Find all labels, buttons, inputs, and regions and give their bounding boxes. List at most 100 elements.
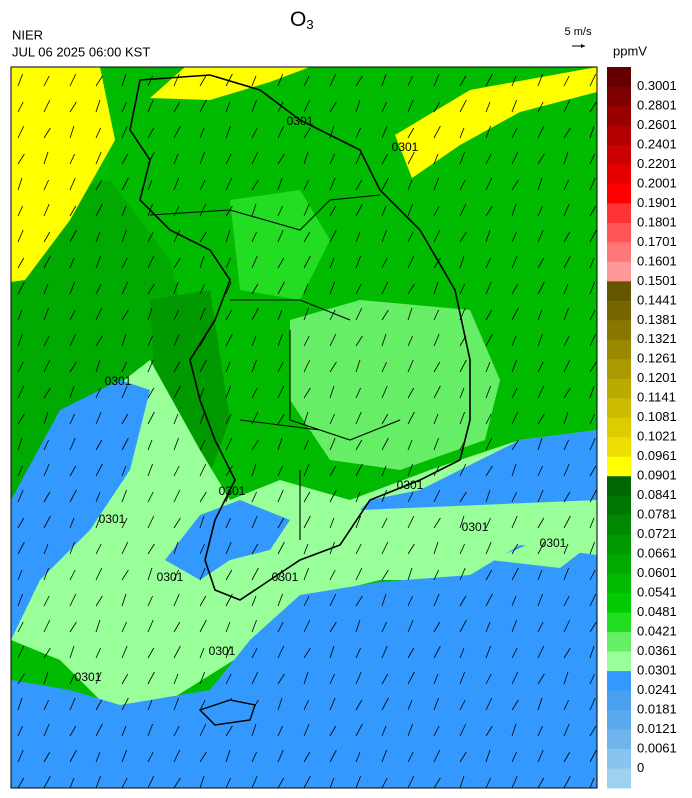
wind-arrow	[69, 281, 75, 295]
wind-arrow	[17, 673, 25, 685]
wind-arrow	[563, 775, 571, 788]
wind-arrow	[17, 205, 23, 217]
wind-arrow	[407, 647, 415, 659]
wind-arrow	[329, 229, 337, 243]
wind-arrow	[147, 775, 155, 788]
wind-arrow	[589, 101, 597, 113]
wind-arrow	[355, 283, 362, 295]
wind-arrow	[329, 385, 335, 399]
wind-arrow	[43, 723, 50, 737]
wind-arrow	[563, 307, 569, 321]
wind-arrow	[43, 203, 50, 217]
wind-arrow	[407, 515, 415, 529]
wind-arrow	[95, 775, 101, 788]
wind-arrow	[407, 335, 413, 347]
wind-arrow	[147, 359, 154, 373]
wind-arrow	[225, 541, 232, 555]
wind-arrow	[43, 231, 51, 243]
wind-arrow	[407, 255, 415, 269]
wind-arrow	[459, 699, 466, 711]
wind-arrow	[459, 723, 467, 737]
legend-swatch	[607, 749, 631, 770]
wind-arrow	[251, 231, 257, 243]
wind-arrow	[121, 257, 128, 269]
wind-arrow	[511, 411, 519, 425]
wind-arrow	[173, 465, 180, 477]
wind-arrow	[69, 489, 77, 503]
wind-arrow	[303, 283, 309, 295]
legend-swatch	[607, 281, 631, 302]
wind-arrow	[355, 231, 361, 243]
wind-arrow	[407, 75, 413, 87]
wind-arrow	[69, 541, 75, 555]
wind-arrow	[251, 463, 257, 477]
legend-label: 0.0241	[637, 682, 677, 697]
wind-arrow	[43, 751, 51, 763]
wind-arrow	[277, 489, 284, 503]
wind-arrow	[173, 489, 181, 503]
wind-arrow	[589, 697, 596, 711]
wind-arrow	[355, 543, 362, 555]
legend-label: 0.1441	[637, 292, 677, 307]
wind-arrow	[381, 309, 389, 321]
legend-swatch	[607, 398, 631, 419]
wind-arrow	[251, 307, 259, 321]
wind-arrow	[563, 647, 571, 659]
wind-arrow	[355, 151, 362, 165]
legend-swatch	[607, 183, 631, 204]
wind-arrow	[69, 177, 76, 191]
wind-arrow	[329, 749, 337, 763]
wind-arrow	[69, 361, 77, 373]
wind-arrow	[277, 281, 285, 295]
wind-arrow	[69, 465, 77, 477]
wind-arrow	[121, 645, 128, 659]
wind-arrow	[225, 281, 232, 295]
wind-arrow	[277, 153, 285, 165]
wind-arrow	[563, 567, 569, 581]
wind-arrow	[121, 593, 127, 607]
wind-arrow	[95, 99, 101, 113]
wind-arrow	[251, 567, 259, 581]
wind-arrow	[251, 283, 259, 295]
wind-arrow	[433, 593, 440, 607]
wind-arrow	[589, 621, 597, 633]
wind-arrow	[251, 439, 259, 451]
wind-arrow	[277, 725, 283, 737]
legend-swatch	[607, 437, 631, 458]
wind-arrow	[589, 593, 597, 607]
wind-arrow	[329, 593, 337, 607]
wind-arrow	[121, 333, 127, 347]
wind-arrow	[277, 749, 284, 763]
legend-swatch	[607, 456, 631, 477]
field-yellow	[150, 67, 310, 100]
wind-arrow	[69, 697, 76, 711]
wind-arrow	[43, 179, 49, 191]
wind-arrow	[511, 699, 519, 711]
wind-arrow	[69, 621, 77, 633]
wind-arrow	[589, 281, 595, 295]
wind-arrow	[459, 595, 467, 607]
wind-arrow	[277, 673, 285, 685]
wind-arrow	[251, 647, 258, 659]
wind-arrow	[563, 179, 569, 191]
wind-arrow	[277, 101, 284, 113]
wind-arrow	[17, 621, 24, 633]
wind-arrow	[433, 437, 439, 451]
wind-arrow	[381, 621, 387, 633]
island	[198, 699, 256, 726]
wind-arrow	[563, 231, 571, 243]
field-lighter	[490, 540, 590, 568]
wind-arrow	[43, 411, 49, 425]
wind-arrow	[95, 491, 101, 503]
wind-arrow	[511, 567, 519, 581]
wind-arrow	[589, 333, 597, 347]
wind-arrow	[511, 307, 519, 321]
wind-arrow	[277, 437, 283, 451]
wind-arrow	[329, 309, 336, 321]
wind-arrow	[277, 541, 285, 555]
wind-arrow	[173, 541, 179, 555]
wind-arrow	[277, 385, 285, 399]
wind-arrow	[537, 101, 544, 113]
wind-arrow	[43, 699, 49, 711]
wind-arrow	[355, 723, 363, 737]
